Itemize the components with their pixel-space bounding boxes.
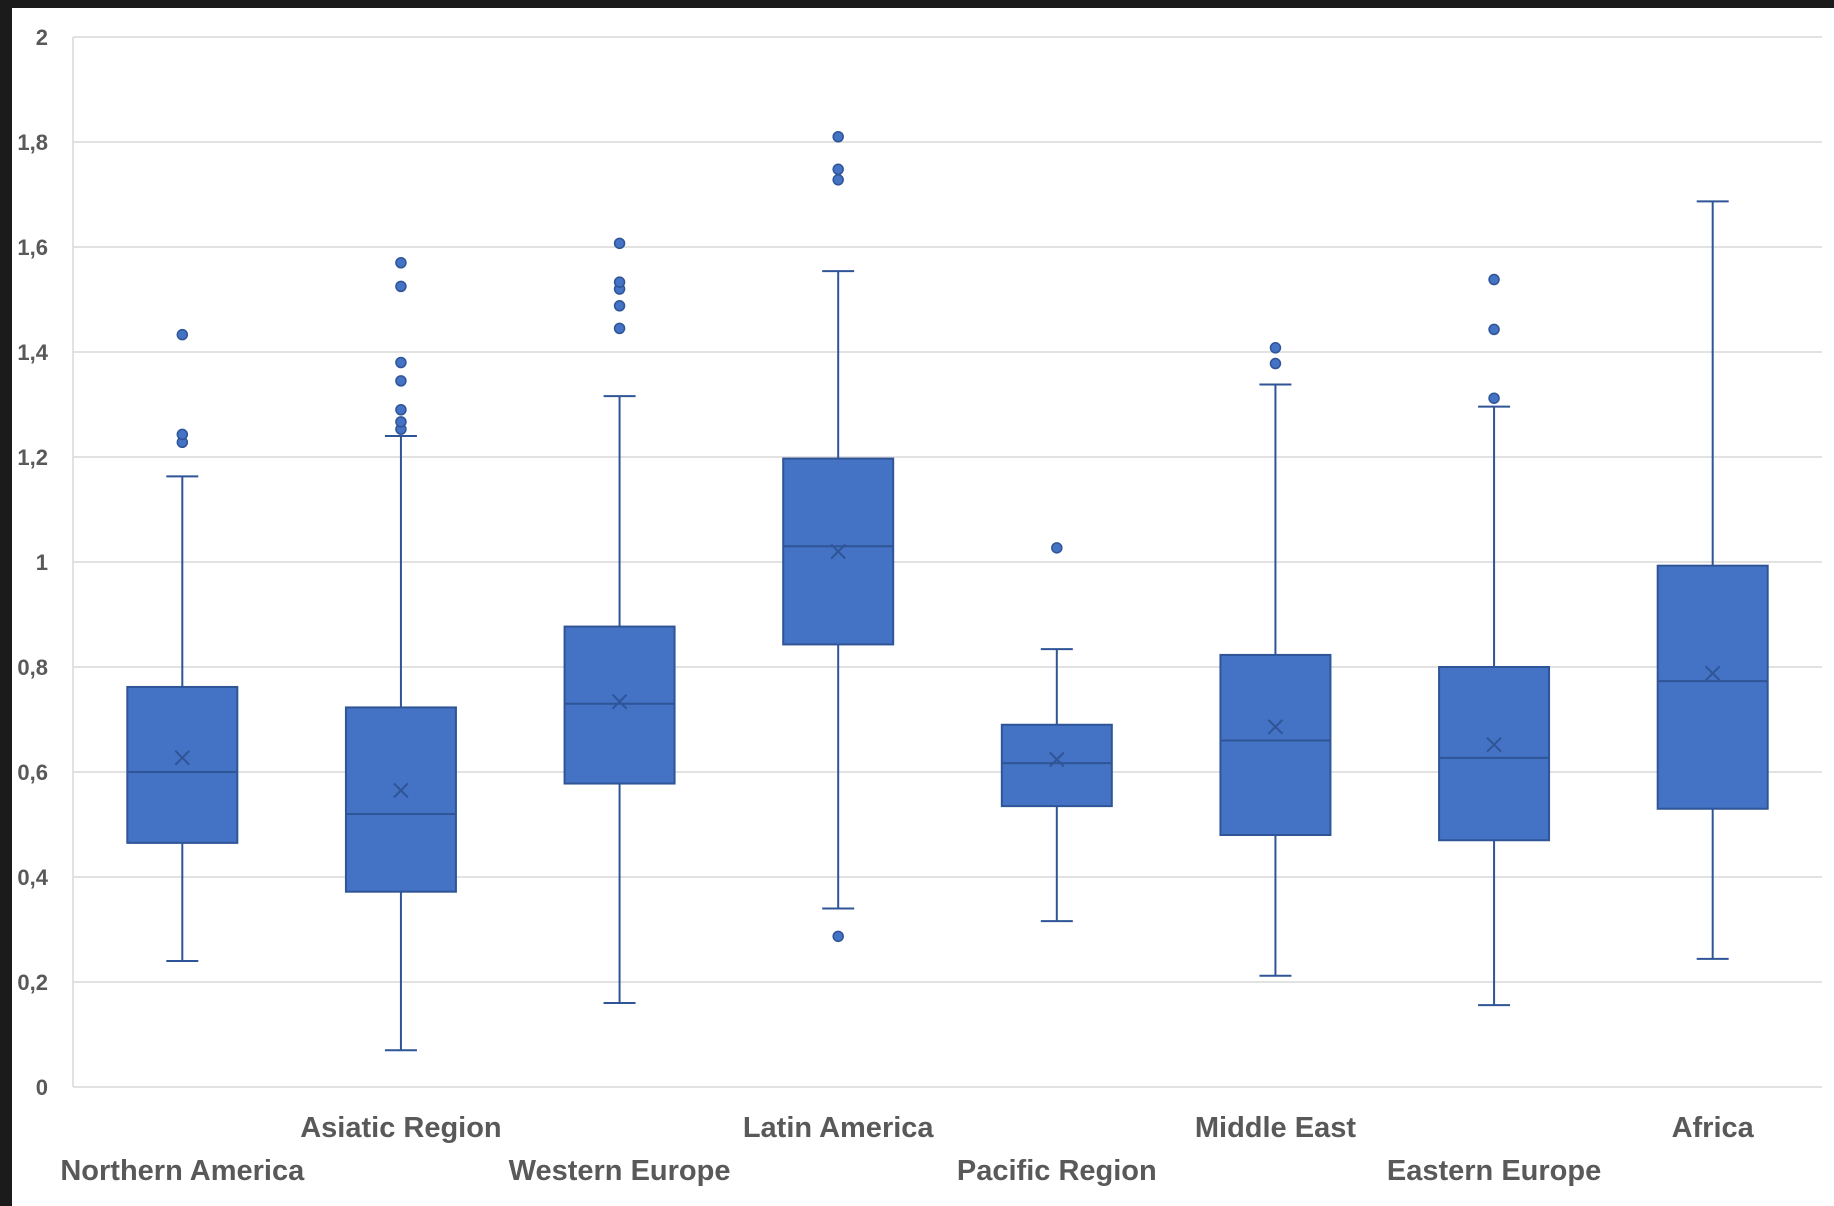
box-group [782, 131, 895, 943]
box-group [344, 257, 457, 1052]
outlier-point [613, 300, 626, 312]
y-tick-label: 1 [36, 550, 48, 575]
mean-marker [830, 543, 846, 560]
x-category-label: Eastern Europe [1387, 1155, 1601, 1187]
y-tick-label: 0 [36, 1075, 48, 1100]
y-tick-label: 1,4 [17, 340, 48, 365]
y-tick-label: 0,8 [17, 655, 48, 680]
mean-marker [1486, 736, 1502, 753]
outlier-point [1269, 342, 1282, 354]
x-category-label: Asiatic Region [300, 1112, 501, 1144]
y-tick-label: 1,2 [17, 445, 48, 470]
outlier-point [832, 174, 844, 186]
outlier-point [1488, 323, 1500, 336]
outlier-point [1488, 392, 1500, 404]
iqr-box [1000, 723, 1113, 808]
box-group [126, 328, 239, 962]
box-group [1219, 342, 1332, 977]
iqr-box [1219, 653, 1332, 836]
outlier-point [395, 356, 407, 369]
y-tick-label: 0,4 [17, 865, 48, 890]
boxes [126, 131, 1769, 1052]
iqr-box [1656, 564, 1769, 810]
outlier-point [395, 416, 407, 428]
y-tick-label: 2 [36, 25, 48, 50]
outlier-point [832, 131, 844, 143]
outlier-point [176, 328, 189, 341]
mean-marker [1049, 751, 1065, 768]
gridlines [72, 36, 1822, 1088]
mean-marker [174, 750, 191, 766]
box-group [1000, 542, 1113, 923]
outlier-point [613, 237, 626, 250]
box-group [563, 237, 676, 1004]
box-group [1656, 200, 1769, 960]
outlier-point [613, 322, 626, 335]
outlier-point [832, 163, 844, 176]
y-tick-label: 0,2 [17, 970, 48, 995]
y-tick-label: 1,8 [17, 130, 48, 155]
y-tick-label: 1,6 [17, 235, 48, 260]
mean-marker [1704, 665, 1721, 682]
outlier-point [176, 428, 189, 441]
x-category-label: Northern America [60, 1155, 305, 1187]
outlier-point [395, 404, 407, 416]
outlier-point [395, 257, 407, 269]
x-category-label: Pacific Region [957, 1155, 1157, 1187]
box-group [1438, 273, 1551, 1007]
outlier-point [832, 930, 844, 943]
x-category-label: Middle East [1195, 1112, 1356, 1144]
x-category-label: Western Europe [509, 1155, 731, 1187]
iqr-box [126, 685, 239, 844]
boxplot-chart: 0 0,2 0,4 0,6 0,8 1 1,2 1,4 1,6 1,8 2 Northern Ame… [17, 25, 1822, 1187]
iqr-box [1438, 666, 1551, 842]
mean-marker [611, 693, 628, 710]
outlier-point [395, 280, 407, 293]
y-tick-label: 0,6 [17, 760, 48, 785]
outlier-point [1488, 273, 1500, 286]
mean-marker [1267, 719, 1284, 735]
iqr-box [344, 706, 457, 893]
mean-marker [393, 782, 409, 799]
x-category-label: Africa [1672, 1112, 1755, 1144]
outlier-point [395, 375, 407, 387]
outlier-point [1051, 542, 1063, 554]
outlier-point [1269, 357, 1282, 370]
x-category-label: Latin America [743, 1112, 935, 1144]
chart-frame: 0 0,2 0,4 0,6 0,8 1 1,2 1,4 1,6 1,8 2 Northern Ame… [12, 8, 1834, 1206]
y-axis-tick-labels: 0 0,2 0,4 0,6 0,8 1 1,2 1,4 1,6 1,8 2 [17, 25, 48, 1100]
iqr-box [563, 625, 676, 785]
outlier-point [613, 276, 626, 288]
